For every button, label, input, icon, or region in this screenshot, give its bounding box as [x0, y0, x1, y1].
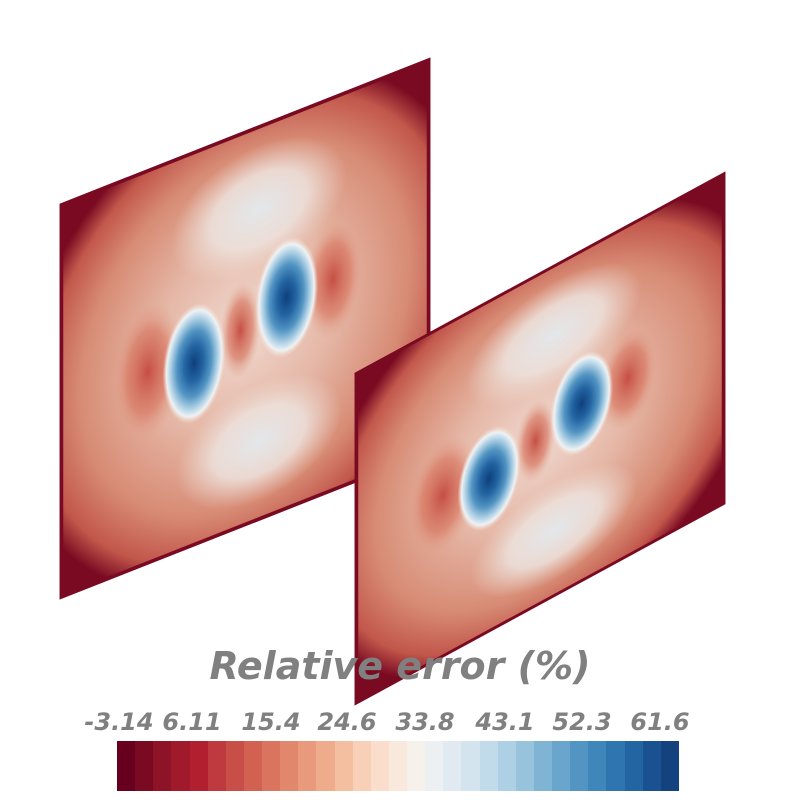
colorbar-band [533, 741, 552, 791]
colorbar-band [280, 741, 299, 791]
colorbar-tick-label: 6.11 [162, 708, 222, 736]
colorbar-band [316, 741, 335, 791]
colorbar-tick-label: 61.6 [630, 708, 690, 736]
colorbar-band [370, 741, 389, 791]
colorbar-band [189, 741, 208, 791]
colorbar-band [407, 741, 426, 791]
colorbar-band [243, 741, 262, 791]
colorbar-tick-label: 43.1 [475, 708, 535, 736]
colorbar-band [352, 741, 371, 791]
colorbar-band [425, 741, 444, 791]
colorbar-band [225, 741, 244, 791]
colorbar-band [497, 741, 516, 791]
colorbar-tick-labels: -3.14 6.11 15.4 24.6 33.8 43.1 52.3 61.6 [0, 708, 800, 742]
colorbar-band [552, 741, 571, 791]
colorbar-band [117, 741, 136, 791]
colorbar-tick-label: -3.14 [84, 708, 154, 736]
colorbar-band [570, 741, 589, 791]
colorbar-band [153, 741, 172, 791]
colorbar-band [298, 741, 317, 791]
colorbar-band [660, 741, 679, 791]
colorbar-tick-label: 15.4 [241, 708, 301, 736]
colorbar-tick-label: 24.6 [317, 708, 377, 736]
colorbar-band [262, 741, 281, 791]
colorbar-band [515, 741, 534, 791]
colorbar-band [588, 741, 607, 791]
colorbar-title: Relative error (%) [209, 644, 591, 688]
colorbar [117, 741, 679, 791]
colorbar-band [135, 741, 154, 791]
colorbar-band [624, 741, 643, 791]
colorbar-tick-label: 33.8 [395, 708, 455, 736]
colorbar-tick-label: 52.3 [552, 708, 612, 736]
colorbar-band [334, 741, 353, 791]
colorbar-band [606, 741, 625, 791]
colorbar-band [207, 741, 226, 791]
colorbar-band [461, 741, 480, 791]
colorbar-band [642, 741, 661, 791]
colorbar-band [443, 741, 462, 791]
colorbar-band [171, 741, 190, 791]
colorbar-band [479, 741, 498, 791]
colorbar-band [388, 741, 407, 791]
